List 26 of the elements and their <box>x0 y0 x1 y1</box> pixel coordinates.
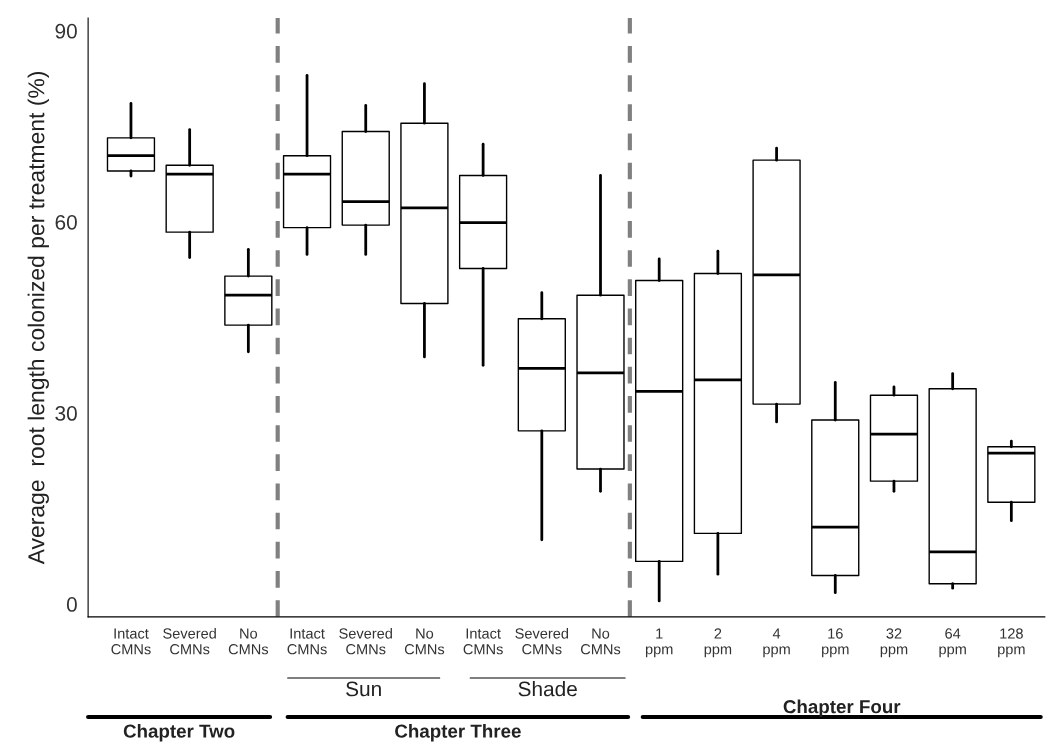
text: Shade <box>518 681 577 697</box>
x-tick-label: No CMNs <box>228 628 269 655</box>
x-tick-label: Severed CMNs <box>339 627 392 655</box>
text: Chapter Three <box>395 724 521 742</box>
text: Sun <box>346 681 381 697</box>
x-tick-label: No CMNs <box>580 628 621 655</box>
x-tick-label: 32 ppm <box>880 628 908 658</box>
x-tick-label: 128 ppm <box>998 628 1025 658</box>
x-tick-label: 2 ppm <box>704 628 732 658</box>
y-tick-label: 90 <box>55 23 77 39</box>
text: Chapter Four <box>783 699 901 717</box>
x-tick-label: Intact CMNs <box>111 628 151 655</box>
x-tick-label: Severed CMNs <box>515 627 569 655</box>
y-axis-title: Average root length colonized per treatment (%) <box>27 71 49 565</box>
text: Chapter Two <box>123 724 235 742</box>
x-tick-label: Intact CMNs <box>463 628 503 655</box>
x-tick-label: 4 ppm <box>763 628 790 658</box>
x-tick-label: Severed CMNs <box>163 627 216 655</box>
x-tick-label: 1 ppm <box>645 628 673 658</box>
y-tick-label: 30 <box>55 406 77 421</box>
y-tick-label: 60 <box>55 214 77 230</box>
x-tick-label: Intact CMNs <box>287 628 327 655</box>
x-tick-label: 64 ppm <box>939 628 966 658</box>
y-tick-label: 0 <box>66 597 77 612</box>
x-tick-label: No CMNs <box>404 628 445 655</box>
x-tick-label: 16 ppm <box>822 628 849 658</box>
